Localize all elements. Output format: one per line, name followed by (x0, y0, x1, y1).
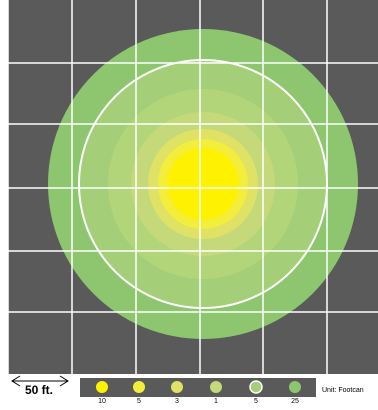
legend-label-1: 5 (137, 398, 141, 405)
legend (0, 374, 378, 405)
illuminance-rings (48, 29, 358, 339)
legend-swatch-5 (289, 381, 301, 393)
legend-swatches (96, 380, 301, 394)
ring-6 (167, 148, 239, 220)
ring-outline (78, 59, 328, 309)
legend-bar (80, 378, 316, 397)
legend-swatch-4 (249, 380, 263, 394)
legend-label-0: 10 (98, 398, 106, 405)
scale-label: 50 ft. (25, 383, 54, 397)
legend-swatch-2 (171, 381, 183, 393)
legend-swatch-3 (210, 381, 222, 393)
legend-label-3: 1 (214, 398, 218, 405)
legend-label-4: 5 (254, 398, 258, 405)
legend-label-5: 25 (291, 398, 299, 405)
scale-arrow (11, 375, 69, 387)
legend-label-2: 3 (175, 398, 179, 405)
legend-swatch-1 (133, 381, 145, 393)
grid-lines (7, 0, 378, 374)
legend-graphics (11, 375, 316, 397)
legend-swatch-0 (96, 381, 108, 393)
illuminance-plot (7, 0, 378, 374)
unit-label: Unit: Footcan (322, 387, 364, 394)
